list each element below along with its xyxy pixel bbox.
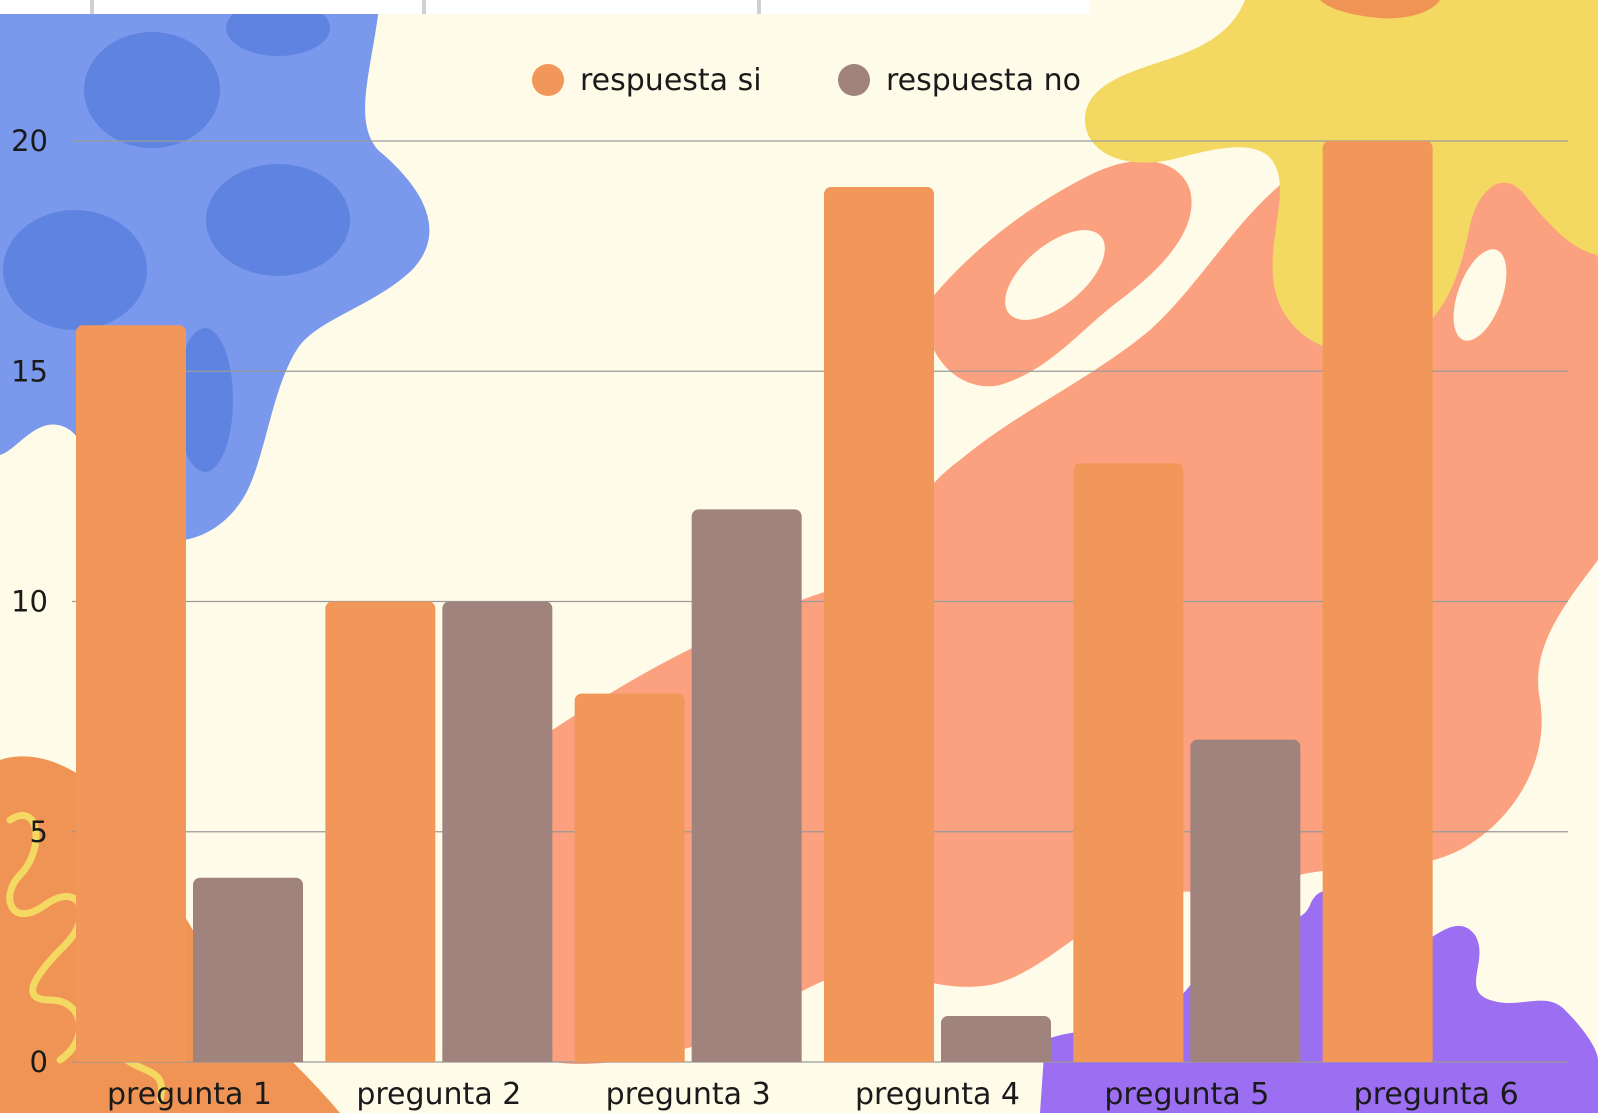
bar-no [1190, 740, 1300, 1062]
legend-label: respuesta no [886, 63, 1081, 98]
bar-base [1190, 1054, 1300, 1062]
x-category-label: pregunta 5 [1104, 1077, 1269, 1112]
y-tick-label: 5 [30, 815, 48, 849]
x-category-label: pregunta 4 [855, 1077, 1020, 1112]
legend-swatch [838, 64, 870, 96]
bar-base [1073, 1054, 1183, 1062]
x-category-label: pregunta 3 [606, 1077, 771, 1112]
y-tick-label: 0 [30, 1045, 48, 1079]
x-category-label: pregunta 6 [1354, 1077, 1519, 1112]
bar-si [76, 325, 186, 1062]
top-strip-divider [90, 0, 94, 14]
top-strip-panel [0, 0, 1090, 14]
bar-base [76, 1054, 186, 1062]
bar-base [575, 1054, 685, 1062]
legend: respuesta si respuesta no [532, 63, 1081, 98]
bar-si [824, 187, 934, 1062]
y-tick-label: 15 [11, 354, 48, 388]
bar-no [692, 509, 802, 1062]
top-strip-divider [757, 0, 761, 14]
bar-base [824, 1054, 934, 1062]
x-category-label: pregunta 2 [356, 1077, 521, 1112]
x-category-label: pregunta 1 [107, 1077, 272, 1112]
legend-swatch [532, 64, 564, 96]
bar-base [193, 1054, 303, 1062]
bar-base [941, 1054, 1051, 1062]
bar-base [442, 1054, 552, 1062]
bar-si [325, 602, 435, 1063]
bar-base [1323, 1054, 1433, 1062]
blue-blob-spot [206, 164, 350, 276]
blue-blob-spot [84, 32, 220, 148]
bar-no [193, 878, 303, 1062]
bar-no [442, 602, 552, 1063]
bar-base [325, 1054, 435, 1062]
y-tick-label: 20 [11, 124, 48, 158]
bar-si [1073, 463, 1183, 1062]
top-ui-strip [0, 0, 1090, 14]
bar-si [1323, 141, 1433, 1062]
bar-si [575, 694, 685, 1062]
y-tick-label: 10 [11, 585, 48, 619]
bar-base [692, 1054, 802, 1062]
blue-blob-spot [3, 210, 147, 330]
legend-label: respuesta si [580, 63, 762, 98]
top-strip-divider [422, 0, 426, 14]
